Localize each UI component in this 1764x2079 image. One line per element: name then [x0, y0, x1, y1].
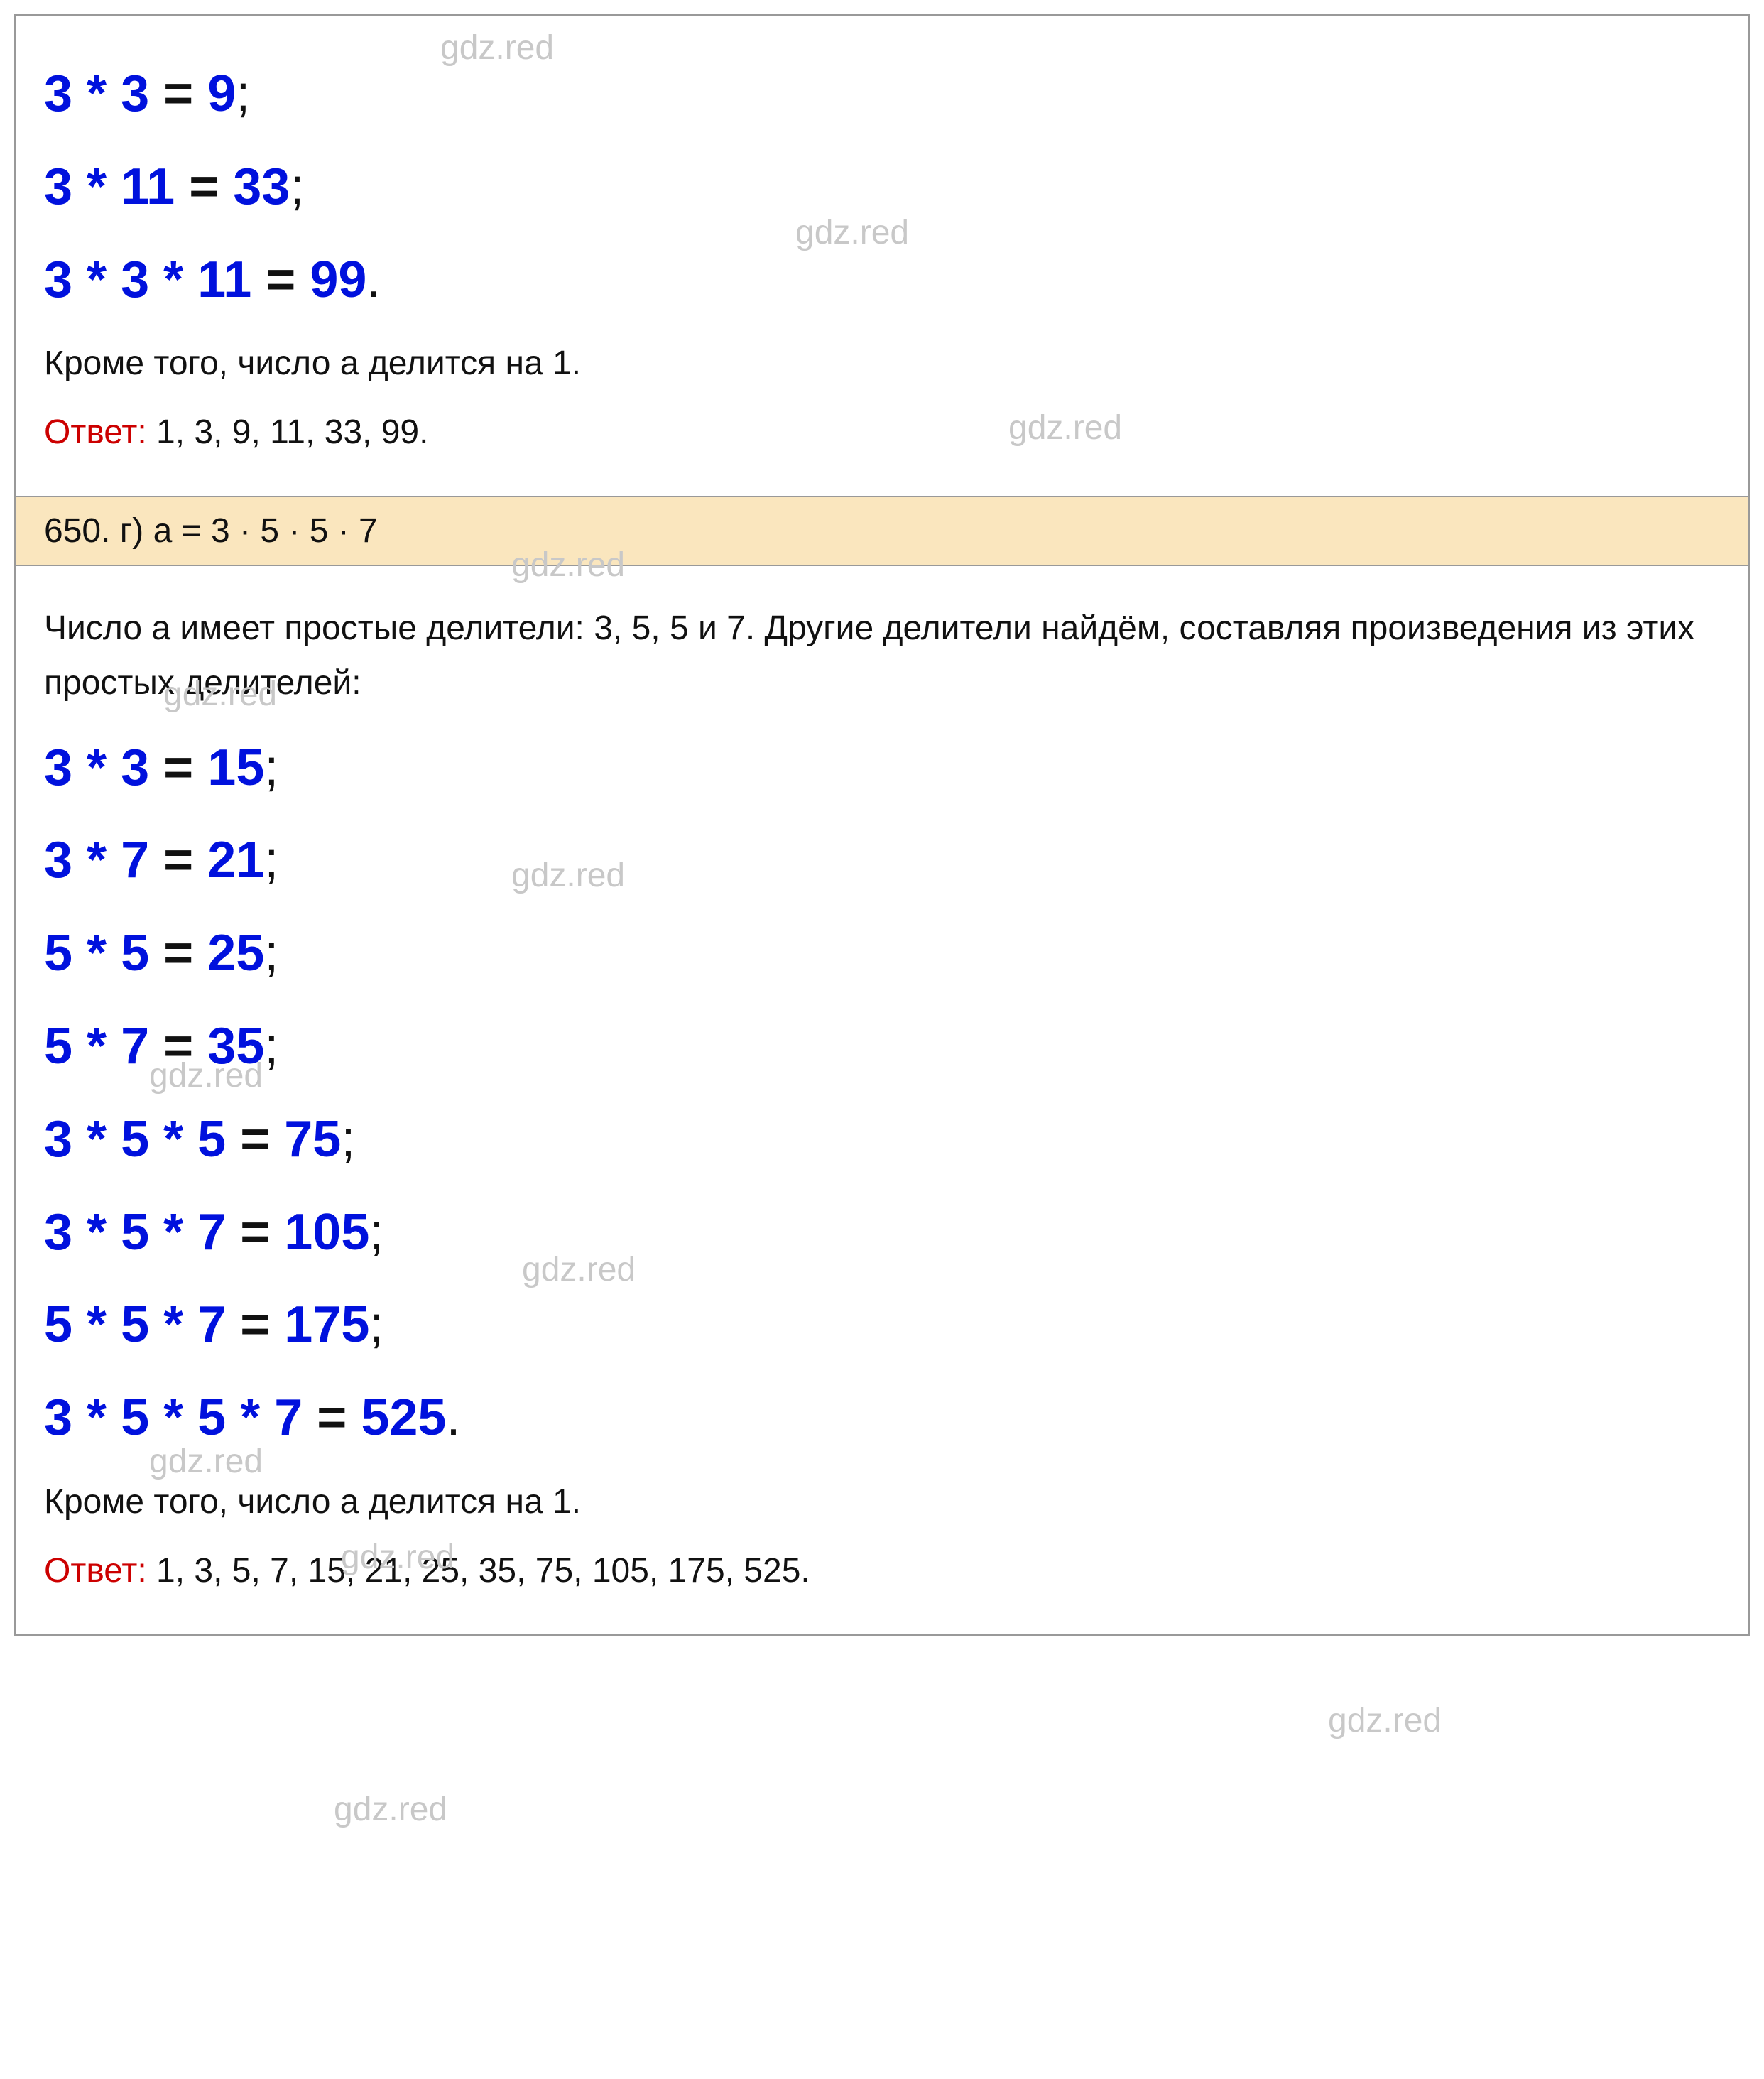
- solution-panel-2: Число a имеет простые делители: 3, 5, 5 …: [14, 566, 1750, 1636]
- expr-left: 3 * 7: [44, 832, 149, 889]
- equals: =: [251, 251, 310, 308]
- line-end: ;: [264, 925, 278, 982]
- equals: =: [175, 158, 233, 215]
- equals: =: [149, 925, 207, 982]
- expr-right: 99: [310, 251, 366, 308]
- math-line: 5 * 5 * 7 = 175;: [44, 1289, 1720, 1361]
- equals: =: [303, 1389, 361, 1446]
- expr-left: 5 * 5: [44, 925, 149, 982]
- line-end: ;: [236, 65, 250, 122]
- math-line: 3 * 5 * 7 = 105;: [44, 1197, 1720, 1269]
- math-line: 3 * 3 * 11 = 99.: [44, 244, 1720, 316]
- equals: =: [149, 739, 207, 796]
- expr-left: 3 * 3 * 11: [44, 251, 251, 308]
- expr-left: 3 * 3: [44, 739, 149, 796]
- line-end: ;: [369, 1296, 383, 1353]
- line-end: ;: [341, 1111, 355, 1168]
- equals: =: [149, 1018, 207, 1075]
- math-line: 3 * 3 = 9;: [44, 58, 1720, 130]
- expr-left: 3 * 11: [44, 158, 175, 215]
- note-text: Кроме того, число a делится на 1.: [44, 337, 1720, 391]
- math-line: 3 * 3 = 15;: [44, 732, 1720, 804]
- answer-text: 1, 3, 9, 11, 33, 99.: [147, 413, 429, 451]
- line-end: ;: [264, 1018, 278, 1075]
- expr-right: 33: [233, 158, 290, 215]
- math-line: 5 * 5 = 25;: [44, 918, 1720, 989]
- equals: =: [149, 65, 207, 122]
- expr-right: 525: [361, 1389, 446, 1446]
- problem-header: 650. г) a = 3 · 5 · 5 · 7: [14, 496, 1750, 566]
- expr-right: 35: [207, 1018, 264, 1075]
- equals: =: [226, 1296, 284, 1353]
- math-line: 5 * 7 = 35;: [44, 1011, 1720, 1082]
- page-container: 3 * 3 = 9; 3 * 11 = 33; 3 * 3 * 11 = 99.…: [14, 14, 1750, 1636]
- math-line: 3 * 11 = 33;: [44, 151, 1720, 223]
- watermark: gdz.red: [1328, 1701, 1442, 1740]
- line-end: ;: [264, 739, 278, 796]
- expr-left: 5 * 7: [44, 1018, 149, 1075]
- line-end: ;: [369, 1204, 383, 1261]
- answer-line: Ответ: 1, 3, 9, 11, 33, 99.: [44, 406, 1720, 460]
- equals: =: [226, 1204, 284, 1261]
- math-line: 3 * 5 * 5 * 7 = 525.: [44, 1382, 1720, 1454]
- expr-right: 105: [284, 1204, 369, 1261]
- answer-line: Ответ: 1, 3, 5, 7, 15, 21, 25, 35, 75, 1…: [44, 1544, 1720, 1599]
- expr-right: 21: [207, 832, 264, 889]
- expr-left: 3 * 5 * 5: [44, 1111, 226, 1168]
- expr-right: 25: [207, 925, 264, 982]
- intro-text: Число a имеет простые делители: 3, 5, 5 …: [44, 602, 1720, 711]
- line-end: ;: [264, 832, 278, 889]
- header-text: 650. г) a = 3 · 5 · 5 · 7: [44, 512, 378, 550]
- line-end: .: [366, 251, 381, 308]
- line-end: ;: [290, 158, 304, 215]
- expr-right: 75: [284, 1111, 341, 1168]
- solution-panel-1: 3 * 3 = 9; 3 * 11 = 33; 3 * 3 * 11 = 99.…: [14, 14, 1750, 496]
- expr-left: 5 * 5 * 7: [44, 1296, 226, 1353]
- expr-right: 175: [284, 1296, 369, 1353]
- expr-left: 3 * 5 * 7: [44, 1204, 226, 1261]
- math-line: 3 * 5 * 5 = 75;: [44, 1104, 1720, 1176]
- watermark: gdz.red: [334, 1790, 447, 1829]
- math-line: 3 * 7 = 21;: [44, 825, 1720, 896]
- equals: =: [226, 1111, 284, 1168]
- expr-right: 15: [207, 739, 264, 796]
- expr-right: 9: [207, 65, 236, 122]
- expr-left: 3 * 3: [44, 65, 149, 122]
- equals: =: [149, 832, 207, 889]
- expr-left: 3 * 5 * 5 * 7: [44, 1389, 303, 1446]
- line-end: .: [446, 1389, 460, 1446]
- answer-text: 1, 3, 5, 7, 15, 21, 25, 35, 75, 105, 175…: [147, 1552, 810, 1590]
- note-text: Кроме того, число a делится на 1.: [44, 1475, 1720, 1530]
- answer-label: Ответ:: [44, 413, 147, 451]
- answer-label: Ответ:: [44, 1552, 147, 1590]
